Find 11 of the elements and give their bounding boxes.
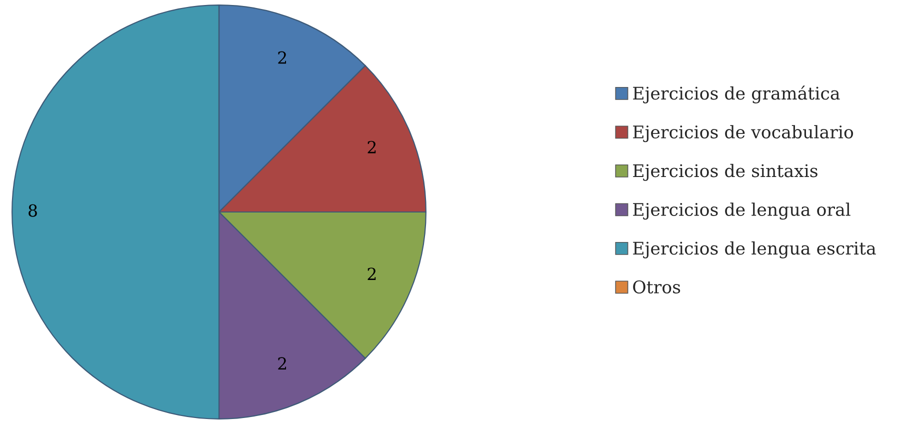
legend-label: Ejercicios de lengua escrita bbox=[633, 241, 876, 258]
legend-label: Ejercicios de gramática bbox=[633, 86, 840, 104]
data-label: 8 bbox=[28, 204, 37, 217]
data-label: 2 bbox=[278, 51, 286, 64]
legend-label: Ejercicios de sintaxis bbox=[633, 164, 818, 181]
legend-label: Ejercicios de vocabulario bbox=[633, 125, 854, 142]
legend-label: Ejercicios de lengua oral bbox=[633, 202, 850, 220]
data-label: 2 bbox=[368, 140, 376, 154]
legend-label: Otros bbox=[633, 280, 680, 294]
data-label: 2 bbox=[278, 357, 286, 370]
data-label: 2 bbox=[368, 268, 376, 280]
